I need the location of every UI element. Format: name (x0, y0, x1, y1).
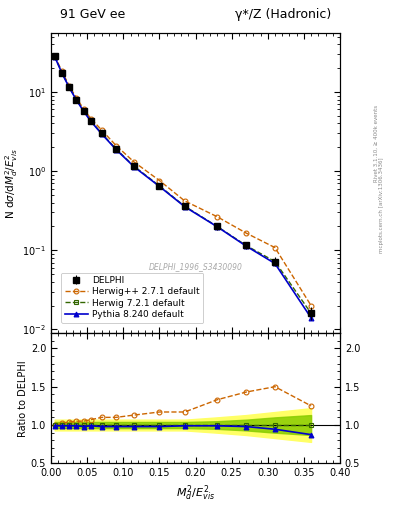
Herwig++ 2.7.1 default (114, 142, 118, 148)
Herwig 7.2.1 default (309, 310, 314, 316)
Text: Rivet 3.1.10, ≥ 400k events: Rivet 3.1.10, ≥ 400k events (374, 105, 379, 182)
Pythia 8.240 default (81, 108, 86, 114)
Herwig++ 2.7.1 default (244, 230, 248, 236)
Pythia 8.240 default (99, 131, 104, 137)
Herwig++ 2.7.1 default (67, 82, 72, 89)
Line: Herwig++ 2.7.1 default: Herwig++ 2.7.1 default (52, 53, 314, 308)
Legend: DELPHI, Herwig++ 2.7.1 default, Herwig 7.2.1 default, Pythia 8.240 default: DELPHI, Herwig++ 2.7.1 default, Herwig 7… (61, 272, 203, 323)
Text: mcplots.cern.ch [arXiv:1306.3436]: mcplots.cern.ch [arXiv:1306.3436] (380, 157, 384, 252)
Herwig 7.2.1 default (74, 96, 79, 102)
Herwig 7.2.1 default (157, 183, 162, 189)
Herwig 7.2.1 default (67, 84, 72, 90)
Pythia 8.240 default (244, 243, 248, 249)
Pythia 8.240 default (215, 224, 220, 230)
Herwig++ 2.7.1 default (88, 116, 93, 122)
Herwig++ 2.7.1 default (157, 178, 162, 184)
Pythia 8.240 default (157, 183, 162, 189)
Herwig 7.2.1 default (81, 108, 86, 114)
Herwig 7.2.1 default (132, 163, 136, 169)
Herwig++ 2.7.1 default (99, 127, 104, 133)
Text: 91 GeV ee: 91 GeV ee (60, 8, 125, 22)
Herwig++ 2.7.1 default (132, 159, 136, 165)
Pythia 8.240 default (309, 315, 314, 321)
Pythia 8.240 default (132, 164, 136, 170)
Line: Herwig 7.2.1 default: Herwig 7.2.1 default (52, 54, 314, 316)
Herwig 7.2.1 default (52, 53, 57, 59)
Herwig++ 2.7.1 default (52, 53, 57, 59)
Y-axis label: Ratio to DELPHI: Ratio to DELPHI (18, 360, 28, 437)
Pythia 8.240 default (67, 84, 72, 91)
Pythia 8.240 default (74, 97, 79, 103)
Pythia 8.240 default (88, 118, 93, 124)
Herwig++ 2.7.1 default (215, 214, 220, 220)
Herwig 7.2.1 default (273, 259, 277, 265)
Herwig 7.2.1 default (215, 223, 220, 229)
Line: Pythia 8.240 default: Pythia 8.240 default (52, 54, 314, 321)
Pythia 8.240 default (60, 70, 64, 76)
Herwig++ 2.7.1 default (60, 68, 64, 74)
Herwig 7.2.1 default (114, 146, 118, 152)
Herwig++ 2.7.1 default (182, 198, 187, 204)
Herwig++ 2.7.1 default (81, 106, 86, 112)
Herwig 7.2.1 default (99, 130, 104, 136)
Herwig++ 2.7.1 default (309, 303, 314, 309)
Pythia 8.240 default (52, 54, 57, 60)
X-axis label: $M^2_d/E^2_{vis}$: $M^2_d/E^2_{vis}$ (176, 484, 215, 503)
Text: γ*/Z (Hadronic): γ*/Z (Hadronic) (235, 8, 331, 22)
Herwig 7.2.1 default (88, 118, 93, 124)
Pythia 8.240 default (273, 261, 277, 267)
Herwig++ 2.7.1 default (74, 95, 79, 101)
Text: DELPHI_1996_S3430090: DELPHI_1996_S3430090 (149, 263, 242, 271)
Herwig 7.2.1 default (244, 242, 248, 248)
Pythia 8.240 default (182, 204, 187, 210)
Herwig++ 2.7.1 default (273, 245, 277, 251)
Pythia 8.240 default (114, 146, 118, 153)
Herwig 7.2.1 default (182, 203, 187, 209)
Y-axis label: N d$\sigma$/d$M^2_d$/$E^2_{vis}$: N d$\sigma$/d$M^2_d$/$E^2_{vis}$ (3, 147, 20, 219)
Herwig 7.2.1 default (60, 70, 64, 76)
